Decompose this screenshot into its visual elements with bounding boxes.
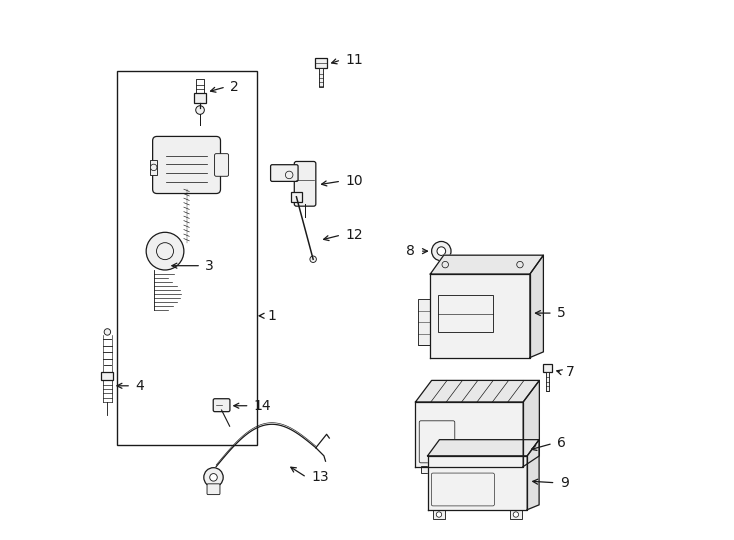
Polygon shape	[530, 255, 543, 357]
Bar	[545, 373, 549, 391]
Bar	[438, 295, 493, 333]
Bar	[418, 299, 430, 345]
Polygon shape	[415, 380, 539, 402]
Text: 12: 12	[346, 228, 363, 242]
FancyBboxPatch shape	[294, 161, 316, 206]
Circle shape	[310, 256, 316, 262]
Text: 14: 14	[254, 399, 272, 413]
FancyBboxPatch shape	[194, 93, 206, 103]
Polygon shape	[430, 274, 530, 357]
FancyBboxPatch shape	[101, 372, 113, 380]
Circle shape	[437, 247, 446, 255]
Text: 6: 6	[557, 436, 566, 450]
Polygon shape	[523, 380, 539, 467]
Text: 8: 8	[405, 244, 415, 258]
Text: 2: 2	[230, 80, 239, 94]
FancyBboxPatch shape	[291, 192, 302, 202]
Circle shape	[150, 164, 157, 171]
Bar	[319, 68, 324, 87]
Circle shape	[432, 241, 451, 261]
Circle shape	[104, 329, 111, 335]
Text: 3: 3	[206, 259, 214, 273]
Bar	[498, 466, 517, 473]
Bar	[117, 71, 257, 445]
Polygon shape	[415, 402, 523, 467]
FancyBboxPatch shape	[316, 58, 327, 68]
Polygon shape	[430, 255, 543, 274]
Polygon shape	[428, 440, 539, 456]
Bar	[433, 510, 445, 519]
FancyBboxPatch shape	[213, 399, 230, 411]
FancyBboxPatch shape	[207, 484, 220, 495]
FancyBboxPatch shape	[214, 154, 228, 176]
Text: 11: 11	[346, 53, 363, 67]
Text: 4: 4	[135, 379, 144, 393]
Circle shape	[146, 232, 184, 270]
Text: 13: 13	[311, 470, 329, 484]
Text: 9: 9	[560, 476, 569, 490]
Circle shape	[513, 512, 518, 517]
Text: 1: 1	[268, 309, 277, 323]
Bar	[510, 510, 522, 519]
Circle shape	[196, 106, 204, 114]
Text: 5: 5	[557, 306, 566, 320]
Bar	[150, 160, 157, 174]
Polygon shape	[428, 456, 527, 510]
Text: 10: 10	[346, 174, 363, 188]
Circle shape	[204, 468, 223, 487]
FancyBboxPatch shape	[153, 137, 220, 193]
Polygon shape	[527, 440, 539, 510]
Text: 7: 7	[567, 366, 575, 379]
Bar	[421, 466, 440, 473]
Circle shape	[210, 474, 217, 481]
FancyBboxPatch shape	[271, 165, 298, 181]
FancyBboxPatch shape	[542, 364, 552, 373]
Circle shape	[436, 512, 442, 517]
